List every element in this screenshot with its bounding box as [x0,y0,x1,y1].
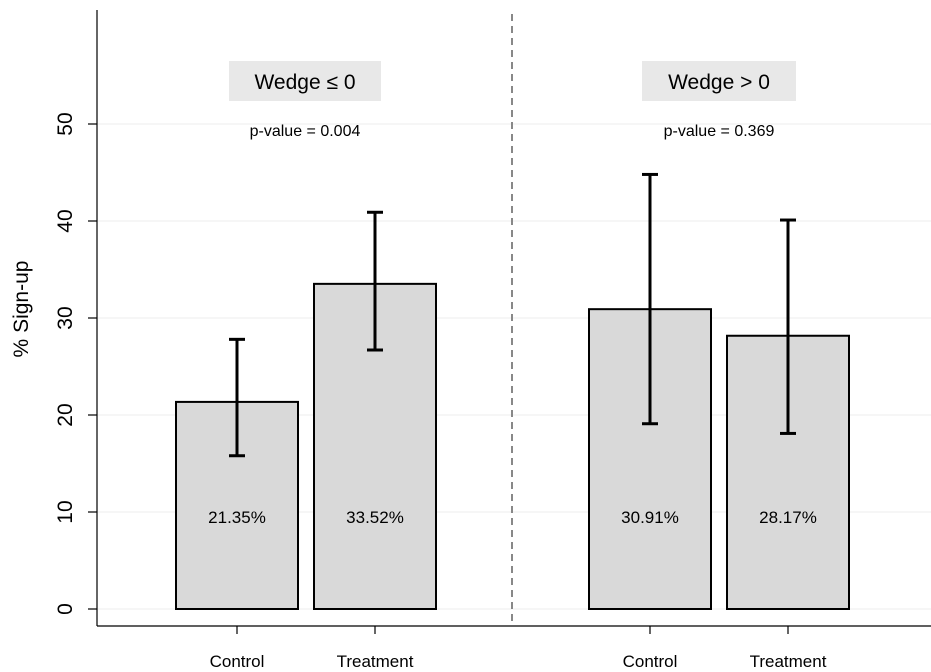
y-tick-label: 40 [54,209,77,232]
y-tick-label: 30 [54,306,77,329]
bar-value-label: 28.17% [759,508,817,527]
y-tick-label: 20 [54,403,77,426]
bar-value-label: 33.52% [346,508,404,527]
bar-value-label: 30.91% [621,508,679,527]
p-value-label: p-value = 0.369 [664,123,775,140]
x-tick-label: Control [623,652,678,671]
x-tick-label: Control [210,652,265,671]
panel-title-box [229,61,381,101]
x-tick-label: Treatment [750,652,827,671]
y-tick-label: 50 [54,112,77,135]
panel-title-box [642,61,796,101]
y-tick-label: 0 [54,603,77,615]
x-tick-label: Treatment [337,652,414,671]
panel-title: Wedge > 0 [668,71,770,94]
y-axis-label: % Sign-up [10,261,33,358]
y-tick-label: 10 [54,500,77,523]
bar-value-label: 21.35% [208,508,266,527]
panel-title: Wedge ≤ 0 [254,71,355,94]
p-value-label: p-value = 0.004 [250,123,361,140]
